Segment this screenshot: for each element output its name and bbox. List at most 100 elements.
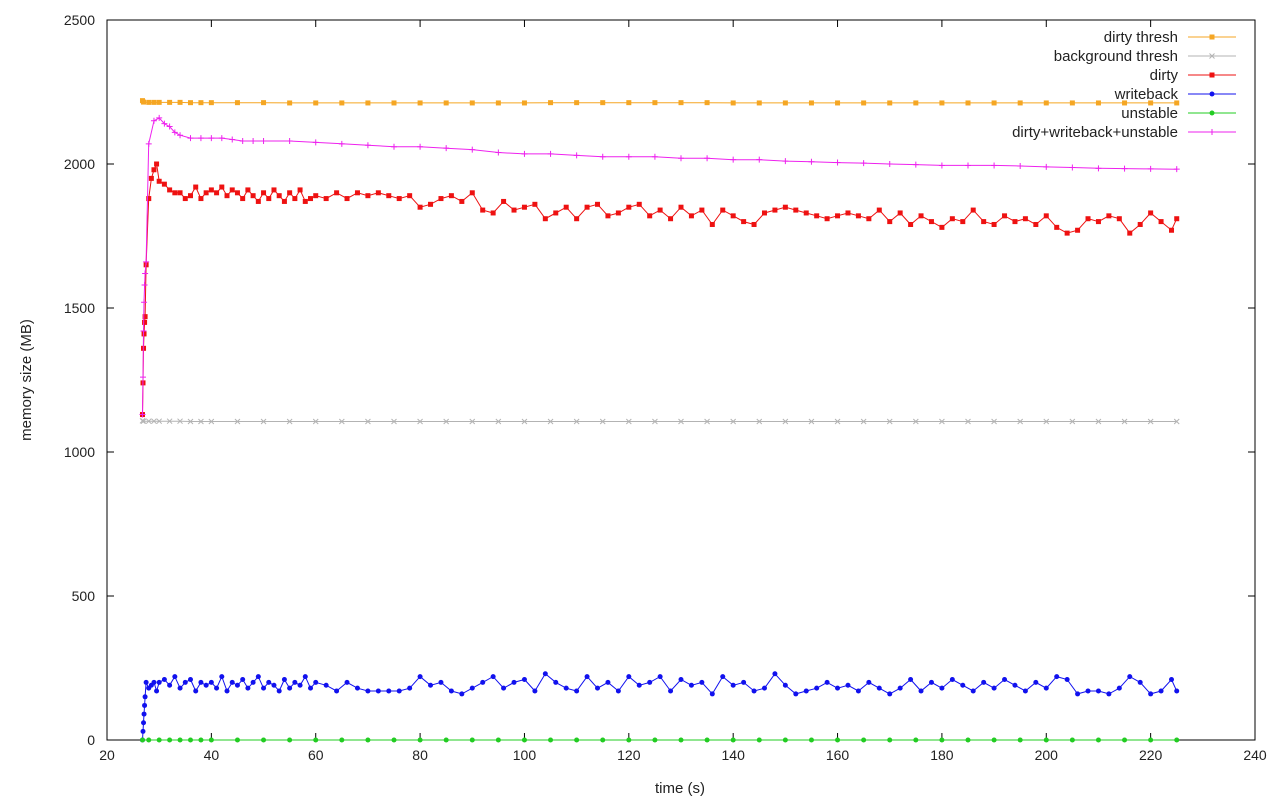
data-point <box>151 99 157 105</box>
data-point <box>417 737 423 743</box>
data-point <box>287 100 293 106</box>
data-point <box>928 679 934 685</box>
legend-swatch-marker <box>1209 91 1215 97</box>
data-point <box>574 216 580 222</box>
data-point <box>835 737 841 743</box>
data-point <box>548 737 554 743</box>
data-point <box>167 187 173 193</box>
data-point <box>187 737 193 743</box>
data-point <box>803 210 809 216</box>
data-point <box>678 155 684 162</box>
data-point <box>198 418 204 425</box>
data-point <box>814 213 820 219</box>
data-point <box>574 737 580 743</box>
data-point <box>600 100 606 106</box>
data-point <box>751 688 757 694</box>
data-point <box>448 193 454 199</box>
data-point <box>1043 213 1049 219</box>
data-point <box>626 100 632 106</box>
data-point <box>297 682 303 688</box>
data-point <box>140 418 147 425</box>
data-point <box>887 100 893 106</box>
data-point <box>469 146 476 153</box>
x-axis-label: time (s) <box>655 780 705 797</box>
data-point <box>1122 100 1128 106</box>
data-point <box>229 679 235 685</box>
data-point <box>573 152 580 159</box>
data-point <box>1169 227 1175 233</box>
data-point <box>678 677 684 683</box>
data-point <box>626 674 632 680</box>
data-point <box>1116 685 1122 691</box>
data-point <box>730 100 736 106</box>
data-point <box>1106 691 1112 697</box>
data-point <box>1173 418 1180 425</box>
data-point <box>469 100 475 106</box>
data-point <box>443 737 449 743</box>
data-point <box>172 190 178 196</box>
data-point <box>563 204 569 210</box>
data-point <box>860 160 867 167</box>
data-point <box>1148 210 1154 216</box>
data-point <box>448 688 454 694</box>
data-point <box>886 161 893 167</box>
data-point <box>1095 418 1102 425</box>
legend-label: dirty+writeback+unstable <box>1012 124 1178 141</box>
data-point <box>187 135 194 142</box>
y-tick-label: 1000 <box>64 444 95 460</box>
data-point <box>229 136 236 143</box>
data-point <box>177 418 183 425</box>
data-point <box>143 679 149 685</box>
data-point <box>224 193 230 199</box>
data-point <box>391 143 397 150</box>
data-point <box>375 190 381 196</box>
data-point <box>542 216 548 222</box>
data-point <box>1043 163 1050 170</box>
data-point <box>965 162 971 169</box>
data-point <box>193 688 199 694</box>
data-point <box>266 679 272 685</box>
data-point <box>260 418 267 425</box>
data-point <box>224 688 230 694</box>
data-point <box>146 737 152 743</box>
data-point <box>297 187 303 193</box>
data-point <box>167 682 173 688</box>
data-point <box>521 204 527 210</box>
data-point <box>808 100 814 106</box>
data-point <box>229 187 235 193</box>
data-point <box>949 216 955 222</box>
data-point <box>208 135 215 142</box>
data-point <box>1148 100 1154 106</box>
data-point <box>208 187 214 193</box>
data-point <box>652 100 658 106</box>
data-point <box>208 100 214 106</box>
data-point <box>547 150 554 157</box>
data-point <box>490 210 496 216</box>
data-point <box>625 153 632 160</box>
data-point <box>313 100 319 106</box>
data-point <box>261 685 267 691</box>
data-point <box>151 418 157 425</box>
data-point <box>835 213 841 219</box>
data-point <box>167 737 173 743</box>
data-point <box>339 100 345 106</box>
data-point <box>668 216 674 222</box>
data-point <box>139 418 146 424</box>
data-point <box>814 685 820 691</box>
legend-label: unstable <box>1121 105 1178 122</box>
data-point <box>761 685 767 691</box>
data-point <box>198 679 204 685</box>
data-point <box>234 190 240 196</box>
data-point <box>142 702 148 708</box>
data-point <box>1121 418 1128 425</box>
data-point <box>271 682 277 688</box>
data-point <box>866 679 872 685</box>
data-point <box>834 159 841 166</box>
data-point <box>1054 224 1060 230</box>
data-point <box>443 100 449 106</box>
data-point <box>1002 213 1008 219</box>
data-point <box>139 737 145 743</box>
data-point <box>521 677 527 683</box>
data-point <box>720 207 726 213</box>
data-point <box>156 178 162 184</box>
